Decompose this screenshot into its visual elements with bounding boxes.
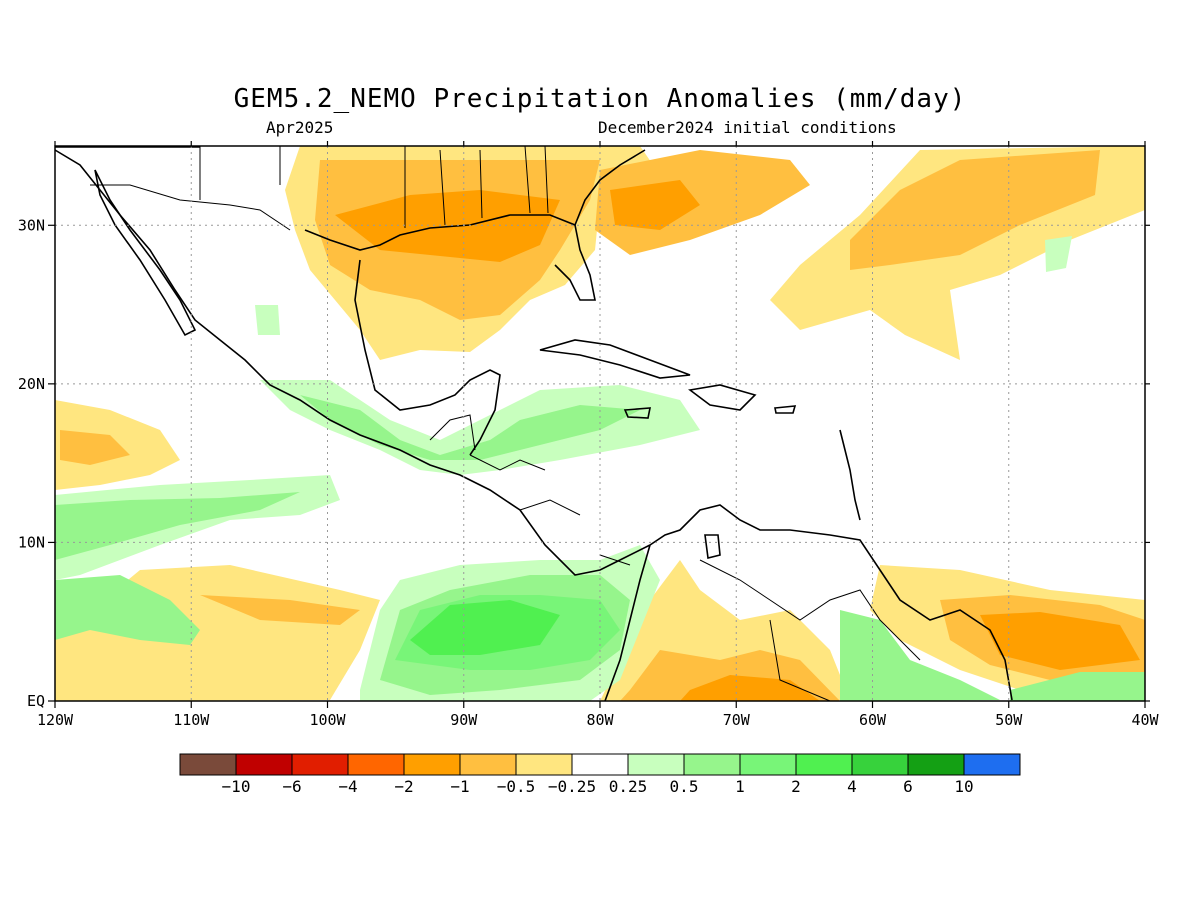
central-america-borders: [429, 414, 631, 566]
colorbar-swatch: [851, 753, 909, 776]
y-tick-label: 10N: [18, 533, 45, 551]
anomaly-field: [55, 146, 1145, 701]
lake-maracaibo: [704, 534, 721, 559]
colorbar-label: 1: [735, 777, 745, 796]
colorbar-label: 0.5: [670, 777, 699, 796]
y-tick-label: 20N: [18, 375, 45, 393]
puerto-rico: [774, 405, 797, 414]
baja-california: [94, 169, 197, 337]
us-state-lines: [199, 146, 549, 228]
colorbar: −10 −6 −4 −2 −1 −0.5 −0.25 0.25 0.5 1 2 4 6 10: [179, 753, 1021, 796]
colorbar-swatch: [627, 753, 685, 776]
colorbar-label: −2: [394, 777, 413, 796]
x-tick-label: 90W: [450, 711, 478, 729]
axis-ticks: 120W 110W 100W 90W 80W 70W 60W 50W 40W EQ 10N 20N 30…: [18, 141, 1160, 729]
y-tick-label: 30N: [18, 216, 45, 234]
colorbar-swatch: [739, 753, 797, 776]
lesser-antilles: [839, 429, 861, 521]
colorbar-label: −6: [282, 777, 301, 796]
coastlines: [55, 146, 1013, 701]
wet-region-central-america: [260, 380, 700, 475]
wet-region-equatorial-atlantic: [1010, 672, 1145, 701]
colorbar-label: −10: [222, 777, 251, 796]
x-tick-label: 40W: [1131, 711, 1159, 729]
hispaniola: [688, 384, 757, 411]
x-tick-label: 110W: [173, 711, 210, 729]
colorbar-swatch: [571, 753, 629, 776]
colorbar-label: −0.5: [497, 777, 536, 796]
dry-region-east-pacific-core: [60, 430, 130, 465]
jamaica: [623, 407, 651, 419]
cuba: [539, 339, 691, 379]
colorbar-label: 2: [791, 777, 801, 796]
colorbar-label: 6: [903, 777, 913, 796]
colorbar-swatch: [515, 753, 573, 776]
wet-region-amazon: [840, 610, 1000, 701]
wet-anomaly-shading: [55, 236, 1145, 701]
y-tick-label: EQ: [27, 692, 45, 710]
gulf-of-mexico-coast: [304, 214, 596, 456]
map-title: GEM5.2_NEMO Precipitation Anomalies (mm/…: [233, 84, 967, 114]
x-tick-label: 80W: [586, 711, 614, 729]
political-borders: [90, 146, 921, 701]
colorbar-label: −1: [450, 777, 469, 796]
initial-conditions: December2024 initial conditions: [598, 118, 897, 137]
x-tick-label: 70W: [723, 711, 751, 729]
wet-region-small-2: [1045, 236, 1072, 272]
x-tick-label: 50W: [995, 711, 1023, 729]
colorbar-label: −0.25: [548, 777, 596, 796]
wet-region-small-1: [255, 305, 280, 335]
colorbar-swatch: [347, 753, 405, 776]
north-america-coast: [55, 149, 651, 576]
colorbar-label: 0.25: [609, 777, 648, 796]
colorbar-swatch: [795, 753, 853, 776]
florida-atlantic-coast: [574, 149, 646, 226]
colorbar-label: 4: [847, 777, 857, 796]
x-tick-label: 100W: [309, 711, 346, 729]
south-america-borders: [699, 559, 921, 701]
colorbar-swatch: [403, 753, 461, 776]
dry-region-guianas-strong: [980, 612, 1140, 670]
dry-anomaly-shading: [55, 146, 1145, 701]
dry-region-colombia-strong: [680, 675, 820, 701]
colorbar-swatch: [963, 753, 1021, 776]
colorbar-swatch: [459, 753, 517, 776]
forecast-month: Apr2025: [266, 118, 334, 137]
south-america-west-coast: [604, 544, 651, 701]
colorbar-label: 10: [954, 777, 973, 796]
colorbar-swatch: [235, 753, 293, 776]
dry-region-northeast-core: [850, 150, 1100, 270]
x-tick-label: 120W: [37, 711, 74, 729]
south-america-north-coast: [649, 504, 1013, 701]
colorbar-swatch: [291, 753, 349, 776]
graticule: [55, 146, 1145, 701]
wet-region-panama-pacific-core: [410, 600, 560, 655]
colorbar-swatch: [179, 753, 237, 776]
dry-region-pacific-band-core: [200, 595, 360, 625]
x-tick-label: 60W: [859, 711, 887, 729]
wet-region-pacific-south: [55, 575, 200, 645]
wet-region-itcz-west-core: [55, 492, 300, 560]
colorbar-swatch: [683, 753, 741, 776]
colorbar-swatch: [907, 753, 965, 776]
us-mexico-border: [90, 184, 291, 231]
dry-region-atlantic-core: [610, 180, 700, 230]
colorbar-label: −4: [338, 777, 357, 796]
